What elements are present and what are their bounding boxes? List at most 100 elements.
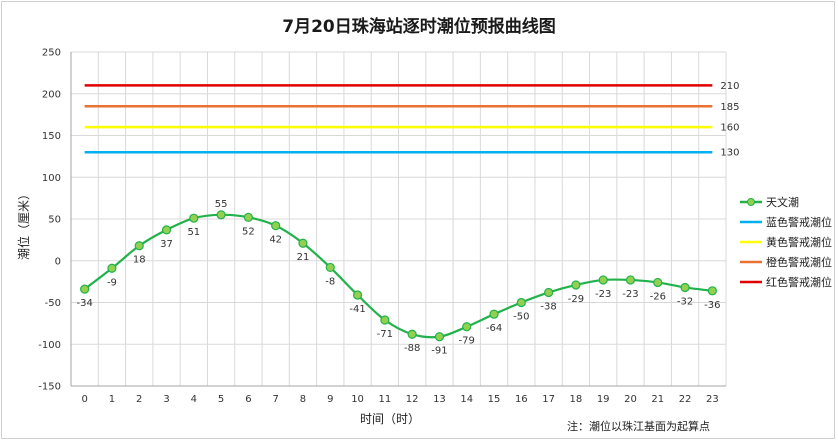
x-tick-label: 15 xyxy=(488,394,501,405)
x-tick-label: 3 xyxy=(163,394,169,405)
x-tick-label: 2 xyxy=(136,394,142,405)
x-tick-label: 19 xyxy=(597,394,610,405)
x-tick-label: 13 xyxy=(433,394,446,405)
tide-point xyxy=(352,290,363,300)
legend-label: 蓝色警戒潮位 xyxy=(766,215,832,229)
tide-data-label: -23 xyxy=(595,289,611,300)
x-tick-label: 12 xyxy=(406,394,419,405)
x-tick-label: 18 xyxy=(570,394,583,405)
y-tick-label: -100 xyxy=(38,340,61,351)
x-tick-label: 5 xyxy=(218,394,224,405)
x-tick-label: 21 xyxy=(651,394,664,405)
tide-point xyxy=(298,238,308,248)
x-tick-label: 10 xyxy=(351,394,364,405)
tide-point xyxy=(325,262,335,273)
tide-data-label: 37 xyxy=(160,239,173,250)
tide-data-label: -79 xyxy=(459,336,475,347)
y-axis-ticks: -150 -100 -50 0 50 100 150 200 250 xyxy=(38,48,61,393)
tide-point xyxy=(216,210,226,220)
tide-data-label: -26 xyxy=(650,291,666,302)
tide-data-label: -71 xyxy=(377,329,393,340)
legend-label: 黄色警戒潮位 xyxy=(766,235,832,249)
tide-data-label: 21 xyxy=(297,252,310,263)
y-tick-label: 50 xyxy=(48,215,61,226)
x-tick-label: 20 xyxy=(624,394,637,405)
tide-data-label: -50 xyxy=(513,312,529,323)
y-tick-label: 250 xyxy=(42,48,61,59)
tide-point xyxy=(271,221,281,231)
y-axis-title: 潮位（厘米） xyxy=(16,188,31,260)
warning-level-label: 210 xyxy=(720,81,739,92)
legend-label: 红色警戒潮位 xyxy=(766,275,832,289)
tide-point xyxy=(107,263,117,273)
tide-point xyxy=(407,329,417,339)
tide-point xyxy=(571,280,581,290)
tide-point xyxy=(134,241,144,251)
datum-note: 注：潮位以珠江基面为起算点 xyxy=(567,419,710,433)
tide-data-label: 52 xyxy=(242,226,255,237)
y-tick-label: 150 xyxy=(42,131,61,142)
warning-level-label: 160 xyxy=(720,123,739,134)
tide-data-label: -91 xyxy=(431,346,447,357)
tide-data-label: -88 xyxy=(404,343,420,354)
tide-data-label: 18 xyxy=(133,255,146,266)
x-axis-title: 时间（时） xyxy=(360,412,420,426)
tide-data-label: -8 xyxy=(325,276,335,287)
tide-data-label: 51 xyxy=(187,227,200,238)
grid xyxy=(70,51,727,387)
tide-point xyxy=(489,309,499,319)
tide-data-label: -9 xyxy=(107,277,117,288)
tide-point xyxy=(680,282,690,293)
tide-point xyxy=(380,315,390,325)
warning-level-label: 130 xyxy=(720,148,739,159)
tide-data-label: -34 xyxy=(76,298,92,309)
tide-point xyxy=(516,297,526,308)
tide-point xyxy=(80,284,90,294)
tide-point xyxy=(161,225,172,235)
legend-marker xyxy=(747,198,755,206)
x-tick-label: 17 xyxy=(542,394,555,405)
tide-point xyxy=(625,275,636,285)
x-tick-label: 16 xyxy=(515,394,528,405)
y-tick-label: -50 xyxy=(45,298,61,309)
x-tick-label: 1 xyxy=(109,394,115,405)
y-tick-label: 200 xyxy=(42,89,61,100)
x-tick-label: 4 xyxy=(191,394,197,405)
tide-point xyxy=(189,213,199,223)
tide-point xyxy=(462,322,472,332)
warning-level-label: 185 xyxy=(720,102,739,113)
warning-levels: 130 160 185 210 xyxy=(84,81,739,159)
tide-data-label: -36 xyxy=(704,300,720,311)
x-tick-label: 22 xyxy=(679,394,692,405)
x-tick-label: 14 xyxy=(460,394,473,405)
y-tick-label: 100 xyxy=(42,173,61,184)
tide-data-label: -38 xyxy=(540,301,556,312)
tide-data-label: -41 xyxy=(349,304,365,315)
y-tick-label: 0 xyxy=(55,256,61,267)
tide-point xyxy=(544,287,554,298)
tide-point xyxy=(434,332,445,342)
x-tick-label: 11 xyxy=(378,394,391,405)
tide-point xyxy=(653,277,663,288)
x-tick-label: 7 xyxy=(273,394,279,405)
x-tick-label: 9 xyxy=(327,394,333,405)
x-tick-label: 23 xyxy=(706,394,719,405)
chart-title: 7月20日珠海站逐时潮位预报曲线图 xyxy=(282,16,556,37)
tide-data-label: -64 xyxy=(486,323,502,334)
tide-point xyxy=(598,275,608,285)
tide-data-label: -23 xyxy=(622,289,638,300)
x-axis-ticks: 0 1 2 3 4 5 6 7 8 9 10 11 12 13 14 15 16 17 18 19 20 21 22 23 xyxy=(81,394,718,405)
tide-data-label: -32 xyxy=(677,296,693,307)
tide-point xyxy=(707,286,717,296)
tide-data-label: 42 xyxy=(269,235,282,246)
tide-data-label: 55 xyxy=(215,199,228,210)
tide-data-label: -29 xyxy=(568,294,584,305)
y-tick-label: -150 xyxy=(38,382,61,393)
x-tick-label: 8 xyxy=(300,394,306,405)
x-tick-label: 0 xyxy=(81,394,87,405)
x-tick-label: 6 xyxy=(245,394,251,405)
